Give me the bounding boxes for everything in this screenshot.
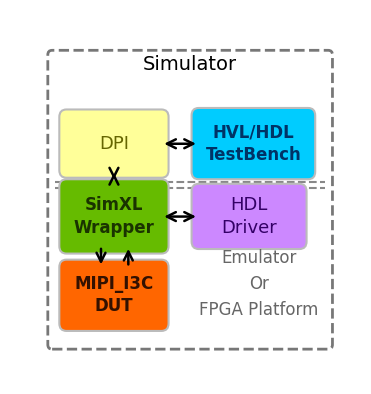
FancyBboxPatch shape [48, 50, 332, 349]
Text: SimXL
Wrapper: SimXL Wrapper [73, 196, 154, 236]
FancyBboxPatch shape [191, 184, 306, 249]
Text: Simulator: Simulator [143, 55, 237, 74]
Text: DPI: DPI [99, 135, 129, 152]
Text: HVL/HDL
TestBench: HVL/HDL TestBench [206, 123, 301, 164]
Text: HDL
Driver: HDL Driver [221, 196, 277, 236]
FancyBboxPatch shape [59, 110, 168, 178]
FancyBboxPatch shape [59, 260, 168, 331]
Text: Emulator
Or
FPGA Platform: Emulator Or FPGA Platform [200, 249, 319, 319]
Text: MIPI_I3C
DUT: MIPI_I3C DUT [74, 275, 154, 315]
FancyBboxPatch shape [191, 108, 315, 179]
FancyBboxPatch shape [59, 179, 168, 254]
